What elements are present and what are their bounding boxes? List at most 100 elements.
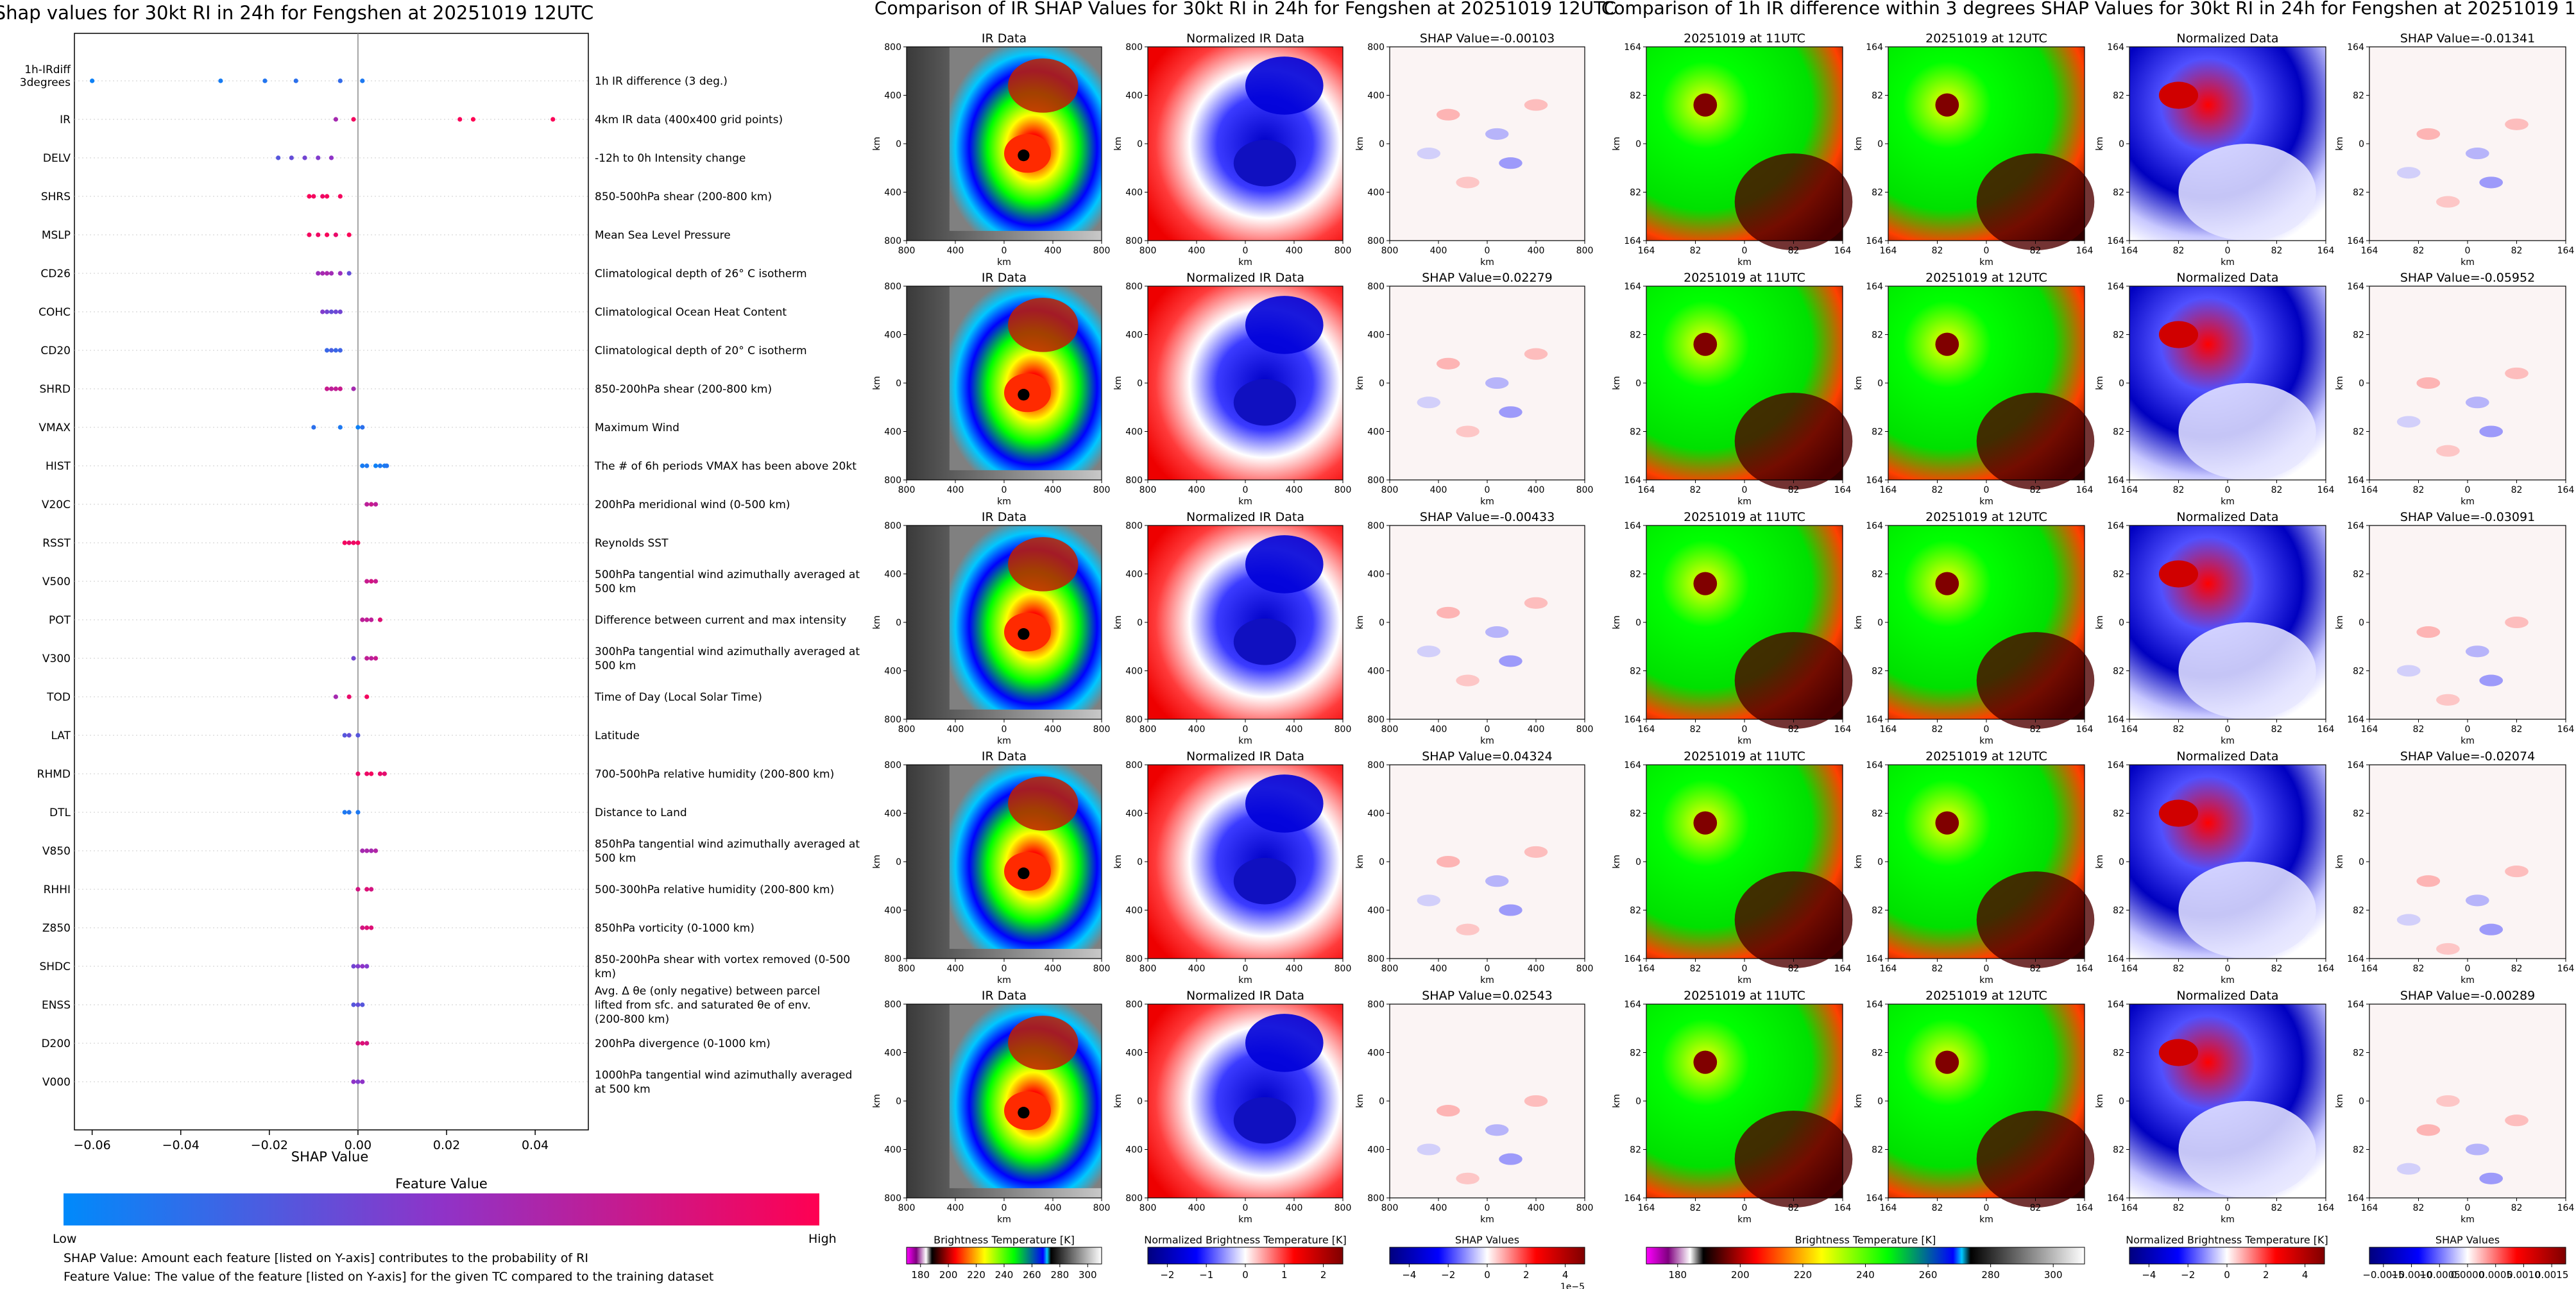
x-tick-label: 82 [1690,485,1702,495]
beeswarm-plot: 1h-IRdiff 3degrees 1h IR difference (3 deg… [20,33,860,1130]
colorbar-tick-label: 300 [1079,1269,1097,1281]
y-tick-label: 0 [1877,618,1883,628]
shap-feature [2436,694,2460,706]
feature-description: Time of Day (Local Solar Time) [594,691,762,704]
y-tick-label: 164 [1624,475,1641,486]
feature-description: -12h to 0h Intensity change [595,152,746,165]
y-tick-label: 0 [1137,1097,1143,1107]
y-axis-label: km [1113,376,1123,390]
shap-point [328,386,334,391]
ir-cloud [1008,776,1079,831]
x-tick-label: 800 [1335,964,1352,974]
shap-point [360,1041,365,1046]
colorbar-low: Low [53,1232,76,1246]
x-tick-label: 164 [1638,246,1655,256]
y-tick-label: 82 [1630,330,1641,341]
x-axis-label: km [1737,975,1752,986]
y-tick-label: 0 [1877,379,1883,389]
panel-title: IR Data [982,989,1027,1003]
shap-point [328,348,334,353]
colorbar-tick-label: 2 [1523,1269,1530,1281]
feature-description: 4km IR data (400x400 grid points) [595,114,783,126]
y-tick-label: 400 [1125,330,1143,341]
y-tick-label: 400 [884,809,901,819]
y-tick-label: 82 [1630,188,1641,198]
x-tick-label: 82 [1690,1203,1702,1213]
shap-point [360,1002,365,1007]
feature-description-line: Time of Day (Local Solar Time) [594,691,762,704]
y-tick-label: 164 [2107,1000,2124,1010]
y-axis-label: km [1355,137,1365,151]
y-tick-label: 0 [896,857,901,867]
shap-feature [1524,846,1548,858]
shap-feature [1436,855,1460,868]
shap-feature [1485,626,1509,638]
y-tick-label: 0 [1877,139,1883,149]
x-tick-label: 800 [1381,1203,1399,1213]
shap-point [355,1002,361,1007]
x-tick-label: 82 [2173,246,2185,256]
x-tick-label: 400 [1188,964,1206,974]
colorbar-tick-label: 0 [1242,1269,1249,1281]
x-tick-label: 800 [1093,485,1111,495]
y-tick-label: 82 [2353,188,2364,198]
x-axis-label: km [2221,975,2235,986]
ir-comparison-grid: IR Data80080040040000400400800800kmkmNor… [872,31,1593,1225]
x-axis-label: km [2221,1215,2235,1225]
shap-point [333,309,339,314]
x-tick-label: 800 [1139,485,1157,495]
colorbar-tick-label: 260 [1023,1269,1041,1281]
y-tick-label: 82 [2113,1048,2124,1059]
colorbar-tick-label: −4 [2142,1269,2156,1281]
shap-point [351,540,356,545]
shap-point [328,271,334,276]
feature-description-line: 850-200hPa shear with vortex removed (0-… [595,953,850,966]
y-tick-label: 400 [1125,906,1143,916]
x-tick-label: 400 [947,246,964,256]
colorbar-tick-label: 180 [911,1269,930,1281]
x-axis-label: km [1480,975,1494,986]
colorbar-label: Normalized Brightness Temperature [K] [1144,1234,1347,1246]
shap-point [364,502,370,507]
x-tick-label: 0 [1002,724,1007,735]
shap-feature [1417,1143,1441,1156]
x-tick-label: 82 [2271,485,2283,495]
y-tick-label: 800 [884,282,901,292]
shap-point [364,1041,370,1046]
x-tick-label: 82 [2030,485,2042,495]
y-tick-label: 82 [2353,809,2364,819]
panel-title: 20251019 at 12UTC [1925,271,2047,285]
x-tick-label: 0 [1002,964,1007,974]
feature-description-line: The # of 6h periods VMAX has been above … [594,460,857,473]
y-tick-label: 800 [1125,475,1143,486]
shap-point [364,463,370,468]
colorbar-tick-label: −2 [1160,1269,1174,1281]
feature-description: The # of 6h periods VMAX has been above … [594,460,857,473]
x-tick-label: 164 [2361,246,2378,256]
colorbar-tick-label: −1 [1199,1269,1213,1281]
diffnorm-feature [2158,1039,2199,1066]
ir-colorbars: Brightness Temperature [K]180 200 220 240 26… [906,1234,1585,1289]
y-tick-label: 800 [1367,1000,1385,1010]
panel-title: 20251019 at 11UTC [1684,31,1805,46]
diff-dark [1734,632,1853,730]
y-tick-label: 164 [2107,954,2124,964]
y-tick-label: 0 [1137,379,1143,389]
norm-cloud [1245,535,1324,593]
x-tick-label: 400 [1188,485,1206,495]
diff-feature [1693,572,1718,595]
y-tick-label: 82 [2113,667,2124,677]
feature-description-line: 500 km [595,583,636,595]
y-axis-label: km [1612,137,1622,151]
y-tick-label: 164 [2347,760,2364,771]
x-tick-label: 400 [947,485,964,495]
y-tick-label: 164 [2107,521,2124,531]
shap-background [2369,765,2566,959]
x-axis-label: km [2461,1215,2475,1225]
x-tick-label: 82 [1788,724,1800,735]
x-tick-label: 82 [2030,246,2042,256]
colorbar-tick-label: 200 [939,1269,958,1281]
y-tick-label: 0 [2358,379,2364,389]
x-tick-label: 164 [1834,964,1852,974]
panel-title: SHAP Value=-0.03091 [2400,510,2535,524]
